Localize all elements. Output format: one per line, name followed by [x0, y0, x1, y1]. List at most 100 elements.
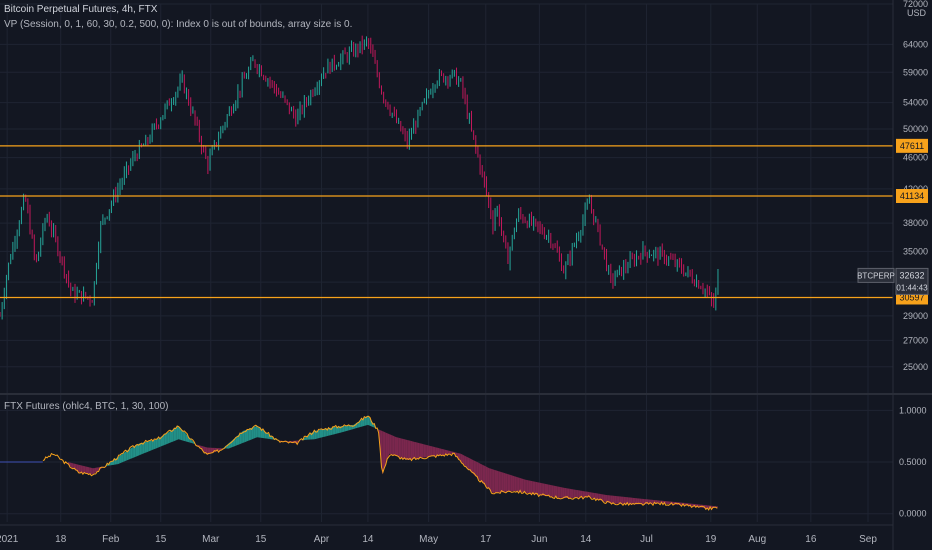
lower-indicator-label[interactable]: FTX Futures (ohlc4, BTC, 1, 30, 100)	[4, 401, 169, 412]
level-price-label: 30597	[899, 292, 924, 302]
ribbon-segment	[342, 425, 345, 433]
ribbon-segment	[525, 479, 527, 494]
ribbon-segment	[555, 486, 558, 498]
ribbon-segment	[244, 429, 247, 443]
ribbon-segment	[514, 476, 517, 492]
time-tick-label: 19	[705, 534, 717, 545]
level-price-label: 47611	[900, 141, 924, 151]
chart-title[interactable]: Bitcoin Perpetual Futures, 4h, FTX	[4, 4, 158, 15]
price-tick-label: 46000	[903, 153, 928, 163]
ribbon-segment	[489, 468, 492, 492]
ribbon-segment	[528, 480, 531, 494]
ribbon-segment	[364, 416, 367, 426]
horizontal-levels[interactable]	[0, 145, 893, 299]
ribbon-segment	[473, 460, 476, 476]
ribbon-segment	[246, 429, 249, 442]
ribbon-segment	[517, 477, 520, 492]
ribbon-segment	[680, 502, 683, 506]
ribbon-segment	[405, 439, 408, 460]
ribbon-segment	[614, 495, 617, 504]
ribbon-segment	[605, 494, 608, 503]
ribbon-segment	[487, 467, 490, 490]
ribbon-segment	[169, 430, 172, 443]
oscillator-axis[interactable]: 0.0000 0.5000 1.0000	[899, 405, 927, 518]
ribbon-segment	[367, 415, 370, 426]
ribbon-segment	[482, 464, 485, 485]
symbol-tag-label: BTCPERP	[857, 271, 895, 280]
ribbon-segment	[476, 461, 479, 480]
ribbon-segment	[344, 425, 347, 432]
ribbon-segment	[396, 437, 399, 457]
ribbon-segment	[516, 476, 518, 492]
ribbon-segment	[173, 428, 176, 442]
ribbon-segment	[523, 479, 526, 493]
ribbon-segment	[459, 453, 461, 462]
ribbon-segment	[530, 480, 533, 494]
ribbon-segment	[144, 441, 147, 454]
ribbon-segment	[566, 488, 568, 499]
ribbon-segment	[82, 465, 84, 474]
ribbon-segment	[442, 449, 445, 456]
ribbon-segment	[412, 441, 415, 460]
ribbon-segment	[392, 435, 395, 456]
ribbon-segment	[408, 440, 411, 460]
ribbon-segment	[69, 462, 72, 468]
price-tick-label: 25000	[903, 362, 928, 372]
ribbon-segment	[550, 484, 552, 497]
ribbon-segment	[164, 433, 167, 446]
ribbon-segment	[535, 481, 538, 495]
ribbon-segment	[691, 503, 693, 507]
grid-lines	[0, 3, 893, 522]
ribbon-segment	[494, 469, 497, 493]
ribbon-segment	[610, 495, 613, 504]
ribbon-segment	[598, 493, 601, 501]
ribbon-segment	[419, 443, 422, 459]
time-axis[interactable]: 2021 18 Feb 15 Mar 15 Apr 14 May 17 Jun 14 Jul 19 Aug 1…	[0, 534, 877, 545]
ribbon-segment	[83, 466, 86, 474]
ribbon-segment	[464, 455, 467, 467]
oscillator-tick-label: 0.5000	[899, 457, 927, 467]
ribbon-segment	[478, 462, 481, 481]
candle-series[interactable]	[0, 35, 719, 320]
ribbon-segment	[151, 440, 154, 451]
ribbon-segment	[239, 432, 242, 445]
indicator-error-label[interactable]: VP (Session, 0, 1, 60, 30, 0.2, 500, 0):…	[4, 19, 353, 30]
ribbon-segment	[433, 446, 436, 457]
ribbon-segment	[103, 465, 106, 467]
ribbon-segment	[314, 430, 317, 440]
ribbon-segment	[546, 484, 549, 497]
ribbon-segment	[253, 426, 256, 439]
oscillator-line[interactable]	[42, 415, 718, 511]
ribbon-segment	[389, 434, 392, 455]
ribbon-segment	[532, 481, 535, 495]
ribbon-segment	[92, 467, 95, 475]
ribbon-segment	[505, 473, 508, 492]
ribbon-segment	[398, 437, 401, 458]
ribbon-segment	[255, 425, 258, 438]
ribbon-segment	[160, 435, 163, 447]
ribbon-segment	[139, 443, 142, 456]
ribbon-segment	[87, 466, 90, 474]
ribbon-segment	[235, 435, 238, 446]
ribbon-segment	[446, 450, 449, 455]
ribbon-segment	[425, 444, 427, 458]
ribbon-segment	[432, 446, 434, 457]
ribbon-segment	[435, 447, 438, 456]
oscillator-series[interactable]	[0, 415, 718, 511]
ribbon-segment	[651, 499, 654, 504]
level-price-tag	[896, 138, 928, 153]
ribbon-segment	[537, 482, 540, 496]
ribbon-segment	[85, 466, 88, 474]
ribbon-segment	[421, 443, 424, 458]
ribbon-segment	[333, 426, 336, 435]
ribbon-segment	[162, 434, 165, 446]
ribbon-segment	[210, 447, 213, 454]
time-tick-label: 15	[255, 534, 267, 545]
ribbon-segment	[603, 494, 606, 502]
ribbon-segment	[166, 432, 168, 445]
ribbon-segment	[469, 458, 472, 473]
ribbon-segment	[628, 497, 631, 505]
ribbon-segment	[509, 474, 511, 492]
ribbon-segment	[183, 431, 186, 442]
